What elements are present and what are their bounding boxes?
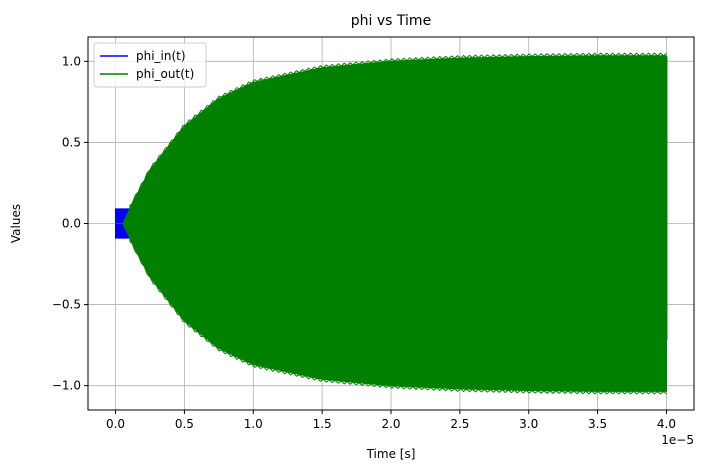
- x-tick-label: 3.0: [519, 417, 538, 431]
- x-tick-label: 4.0: [657, 417, 676, 431]
- x-tick-label: 1.0: [244, 417, 263, 431]
- legend-box: [93, 42, 207, 88]
- series-layer: [115, 52, 668, 395]
- ticks: 0.0 0.5 1.0 1.5 2.0 2.5 3.0 3.5 4.0 1.0 0.5 0.0 −0.5…: [52, 54, 676, 431]
- legend-label-phi-in: phi_in(t): [136, 49, 186, 63]
- x-axis-offset-text: 1e−5: [661, 433, 694, 447]
- y-tick-label: 1.0: [62, 54, 81, 68]
- x-axis-label: Time [s]: [366, 447, 416, 461]
- x-tick-label: 2.5: [450, 417, 469, 431]
- y-tick-label: −0.5: [52, 298, 81, 312]
- series-phi-in-upper-wedge: [115, 208, 130, 224]
- x-tick-label: 0.0: [106, 417, 125, 431]
- x-tick-label: 1.5: [313, 417, 332, 431]
- x-tick-label: 2.0: [381, 417, 400, 431]
- y-tick-label: −1.0: [52, 379, 81, 393]
- y-tick-label: 0.5: [62, 135, 81, 149]
- x-tick-label: 0.5: [175, 417, 194, 431]
- series-phi-out-pinch: [122, 208, 130, 239]
- legend-label-phi-out: phi_out(t): [136, 67, 194, 81]
- y-tick-label: 0.0: [62, 217, 81, 231]
- series-phi-out-upper-edge: [128, 52, 667, 207]
- legend: phi_in(t) phi_out(t): [93, 42, 207, 88]
- chart-title: phi vs Time: [351, 13, 431, 29]
- series-phi-in-lower-wedge: [115, 223, 130, 239]
- series-phi-out-lower-edge: [128, 240, 667, 395]
- y-axis-label: Values: [9, 204, 23, 243]
- x-tick-label: 3.5: [588, 417, 607, 431]
